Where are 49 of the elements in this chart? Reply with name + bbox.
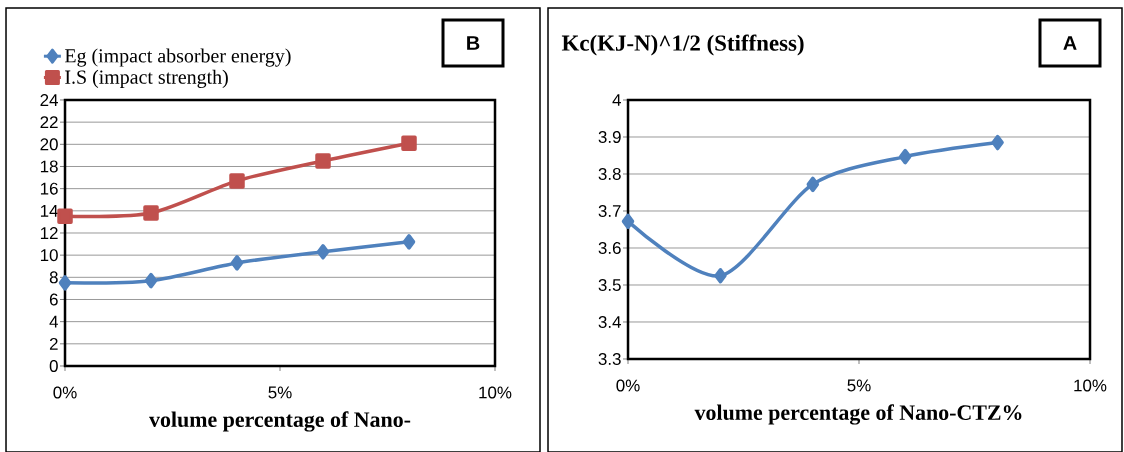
y-tick-label: 24 <box>40 94 58 106</box>
x-axis-title: volume percentage of Nano- <box>149 411 411 432</box>
point <box>316 244 330 260</box>
y-tick-label: 3.7 <box>598 204 621 217</box>
y-tick-label: 22 <box>40 116 58 129</box>
y-tick-label: 3.5 <box>598 278 621 291</box>
point <box>229 173 245 189</box>
legend-label: Eg (impact absorber energy) <box>64 48 291 67</box>
text: A <box>1063 36 1077 50</box>
point <box>144 272 158 289</box>
y-tick-label: 3.3 <box>598 352 621 365</box>
x-tick-label: 10% <box>1074 379 1107 392</box>
y-tick-label: 16 <box>40 182 58 195</box>
point <box>401 135 417 151</box>
x-tick-label: 0% <box>616 379 640 392</box>
point <box>621 213 635 230</box>
point <box>230 255 244 271</box>
y-tick-label: 3.9 <box>598 130 621 143</box>
point <box>898 148 912 165</box>
y-tick-label: 20 <box>40 138 58 151</box>
text: B <box>467 36 480 50</box>
y-tick-label: 10 <box>40 249 58 262</box>
point <box>315 153 331 169</box>
chart-title: Kc(KJ-N)^1/2 (Stiffness) <box>561 34 804 56</box>
y-tick-label: 3.4 <box>598 315 621 328</box>
y-tick-label: 4 <box>612 94 621 106</box>
y-tick-label: 3.6 <box>598 241 621 254</box>
y-tick-label: 0 <box>49 359 58 372</box>
y-tick-label: 12 <box>40 227 58 239</box>
y-tick-label: 8 <box>49 271 58 284</box>
x-tick-label: 10% <box>479 386 512 399</box>
y-tick-label: 2 <box>49 337 58 350</box>
x-tick-label: 5% <box>847 379 871 392</box>
y-tick-label: 6 <box>49 293 58 306</box>
point <box>714 267 727 284</box>
point <box>143 205 159 221</box>
point <box>806 176 820 193</box>
point <box>57 208 73 225</box>
point <box>402 234 416 250</box>
x-tick-label: 5% <box>268 386 292 399</box>
y-tick-label: 4 <box>49 315 58 328</box>
point <box>991 134 1004 151</box>
y-tick-label: 3.8 <box>598 167 621 180</box>
y-tick-label: 14 <box>40 204 58 217</box>
legend-label: I.S (impact strength) <box>65 69 228 88</box>
y-tick-label: 18 <box>40 160 58 173</box>
x-axis-title: volume percentage of Nano-CTZ% <box>694 404 1022 425</box>
x-tick-label: 0% <box>53 386 77 399</box>
point <box>58 275 72 291</box>
